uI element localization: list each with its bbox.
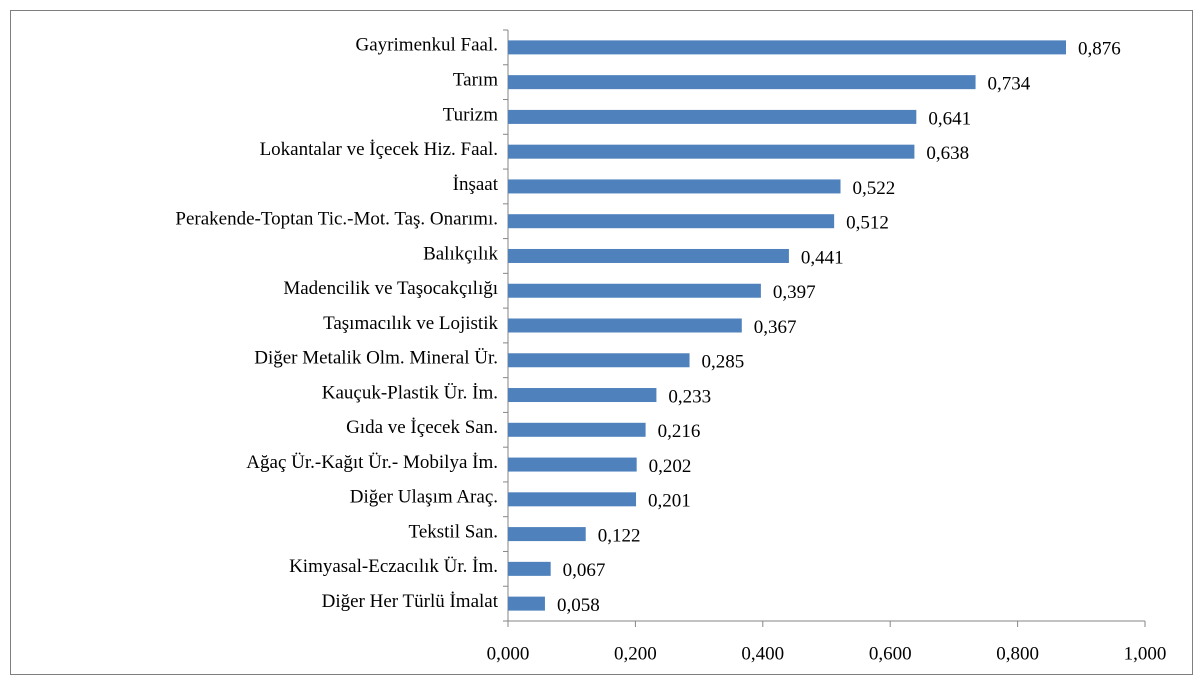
value-label: 0,441: [801, 247, 844, 268]
x-tick-label: 0,400: [741, 643, 784, 664]
y-tick-label: Diğer Her Türlü İmalat: [322, 591, 499, 612]
value-label: 0,397: [773, 282, 816, 303]
value-label: 0,638: [926, 143, 969, 164]
bar: [508, 40, 1067, 55]
chart-border: [10, 10, 1193, 675]
y-tick-label: Gıda ve İçecek San.: [346, 417, 498, 438]
x-tick-label: 0,200: [614, 643, 657, 664]
bar: [508, 109, 917, 124]
value-label: 0,876: [1078, 39, 1121, 60]
bar: [508, 561, 551, 576]
value-label: 0,233: [668, 386, 711, 407]
y-tick-label: Tarım: [453, 70, 498, 91]
x-tick-label: 0,600: [869, 643, 912, 664]
value-label: 0,522: [853, 178, 896, 199]
y-tick-label: Gayrimenkul Faal.: [356, 35, 498, 56]
y-tick-label: Ağaç Ür.-Kağıt Ür.- Mobilya İm.: [246, 452, 498, 473]
x-tick-label: 0,800: [996, 643, 1039, 664]
y-tick-label: Diğer Ulaşım Araç.: [350, 487, 498, 508]
value-label: 0,122: [598, 525, 641, 546]
value-label: 0,202: [649, 456, 692, 477]
y-tick-label: Diğer Metalik Olm. Mineral Ür.: [254, 348, 498, 369]
y-tick-label: Madencilik ve Taşocakçılığı: [283, 278, 498, 299]
bar: [508, 422, 646, 437]
bar: [508, 248, 789, 263]
value-label: 0,067: [563, 560, 606, 581]
value-label: 0,058: [557, 595, 600, 616]
value-label: 0,201: [648, 491, 691, 512]
x-tick-label: 1,000: [1124, 643, 1167, 664]
bar: [508, 318, 742, 333]
value-label: 0,641: [928, 108, 971, 129]
bar: [508, 214, 835, 229]
bar: [508, 144, 915, 159]
bar: [508, 179, 841, 194]
y-tick-label: İnşaat: [453, 174, 499, 195]
bar: [508, 596, 545, 611]
value-label: 0,512: [846, 213, 889, 234]
bar: [508, 75, 976, 90]
value-label: 0,216: [658, 421, 701, 442]
value-label: 0,734: [988, 74, 1031, 95]
y-tick-label: Tekstil San.: [409, 521, 498, 542]
bar: [508, 527, 586, 542]
y-tick-label: Balıkçılık: [423, 243, 498, 264]
value-label: 0,367: [754, 317, 797, 338]
y-tick-label: Lokantalar ve İçecek Hiz. Faal.: [260, 139, 498, 160]
y-tick-label: Taşımacılık ve Lojistik: [323, 313, 498, 334]
y-tick-label: Perakende-Toptan Tic.-Mot. Taş. Onarımı.: [175, 209, 498, 230]
value-label: 0,285: [702, 352, 745, 373]
y-tick-label: Turizm: [443, 104, 498, 125]
y-tick-label: Kimyasal-Eczacılık Ür. İm.: [289, 556, 498, 577]
bar: [508, 492, 637, 507]
bar: [508, 388, 657, 403]
bar: [508, 283, 761, 298]
bar: [508, 457, 637, 472]
y-tick-label: Kauçuk-Plastik Ür. İm.: [322, 382, 498, 403]
bar: [508, 353, 690, 368]
x-tick-label: 0,000: [487, 643, 530, 664]
